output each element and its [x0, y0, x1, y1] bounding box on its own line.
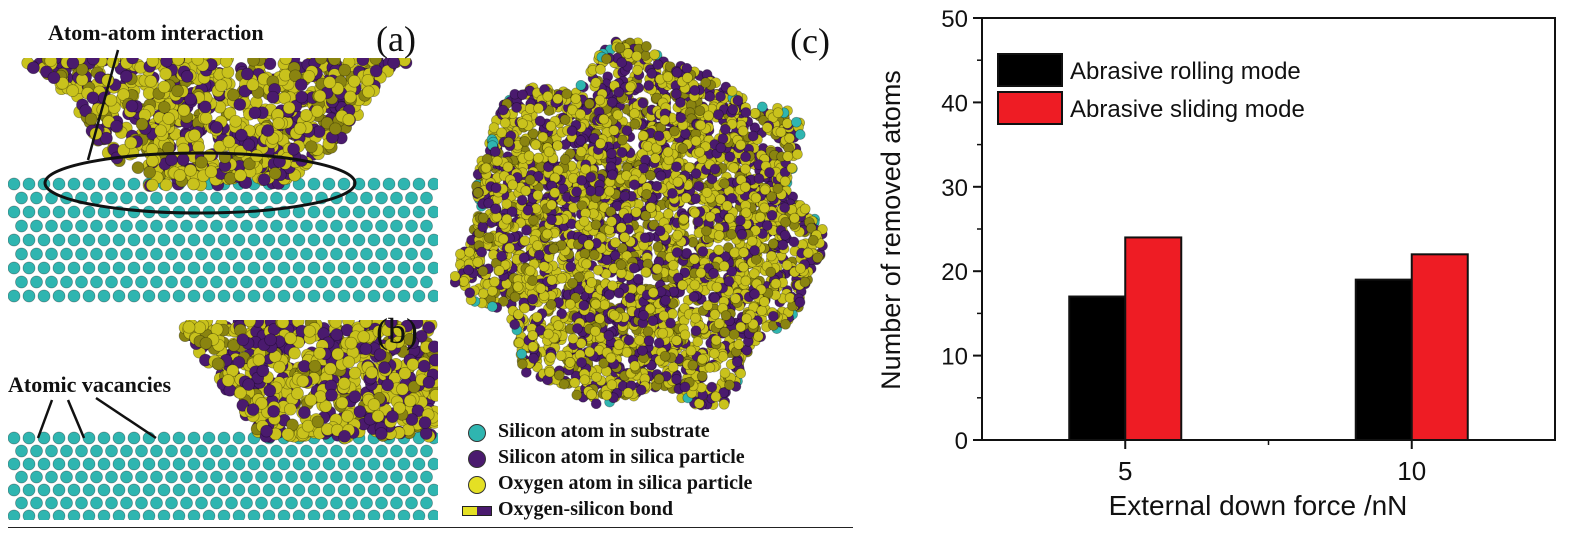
bar-sliding-10: [1410, 253, 1469, 441]
chart-axes: 0 10 20 30 40 50 5 10: [941, 6, 1556, 486]
figure-baseline-rule: [8, 527, 853, 528]
atom-legend-label: Silicon atom in silica particle: [498, 446, 745, 468]
legend-swatch-sliding: [997, 91, 1063, 125]
bar-sliding-5: [1124, 236, 1183, 441]
atom-legend-label: Oxygen-silicon bond: [498, 498, 674, 520]
y-tick-label: 40: [941, 90, 968, 117]
annotation-atom-atom-interaction: Atom-atom interaction: [48, 20, 264, 45]
y-tick-label: 20: [941, 259, 968, 286]
bar-rolling-10: [1354, 278, 1413, 442]
y-tick-label: 30: [941, 175, 968, 202]
panel-label-b: (b): [376, 311, 418, 351]
atom-legend-label: Oxygen atom in silica particle: [498, 472, 753, 494]
panel-b-simulation: [8, 320, 438, 520]
substrate-silicon-swatch: [468, 424, 486, 442]
legend-swatch-rolling: [997, 53, 1063, 87]
panel-label-a: (a): [376, 19, 416, 59]
oxygen-silicon-bond-swatch: [462, 506, 492, 516]
panel-c-atoms: [450, 36, 828, 411]
bar-group: [1068, 236, 1469, 442]
panel-a-atoms: [8, 58, 438, 303]
bar-rolling-5: [1068, 295, 1127, 441]
y-axis-label: Number of removed atoms: [876, 70, 906, 390]
panel-a-simulation: [8, 58, 438, 303]
particle-silicon-swatch: [468, 450, 486, 468]
atom-legend-label: Silicon atom in substrate: [498, 420, 710, 442]
y-tick-label: 0: [955, 428, 968, 455]
chart-legend: Abrasive rolling mode Abrasive sliding mo…: [997, 53, 1305, 125]
panel-c-particle: [450, 36, 828, 411]
particle-oxygen-swatch: [468, 476, 486, 494]
y-tick-label: 10: [941, 344, 968, 371]
panel-label-c: (c): [790, 21, 830, 61]
x-tick-label: 10: [1397, 456, 1426, 486]
annotation-atomic-vacancies: Atomic vacancies: [8, 372, 172, 397]
panel-b-atoms: [8, 320, 438, 520]
legend-label-sliding: Abrasive sliding mode: [1070, 96, 1305, 123]
x-axis-label: External down force /nN: [1109, 490, 1408, 521]
y-tick-label: 50: [941, 6, 968, 33]
x-tick-label: 5: [1118, 456, 1132, 486]
legend-label-rolling: Abrasive rolling mode: [1070, 58, 1301, 85]
